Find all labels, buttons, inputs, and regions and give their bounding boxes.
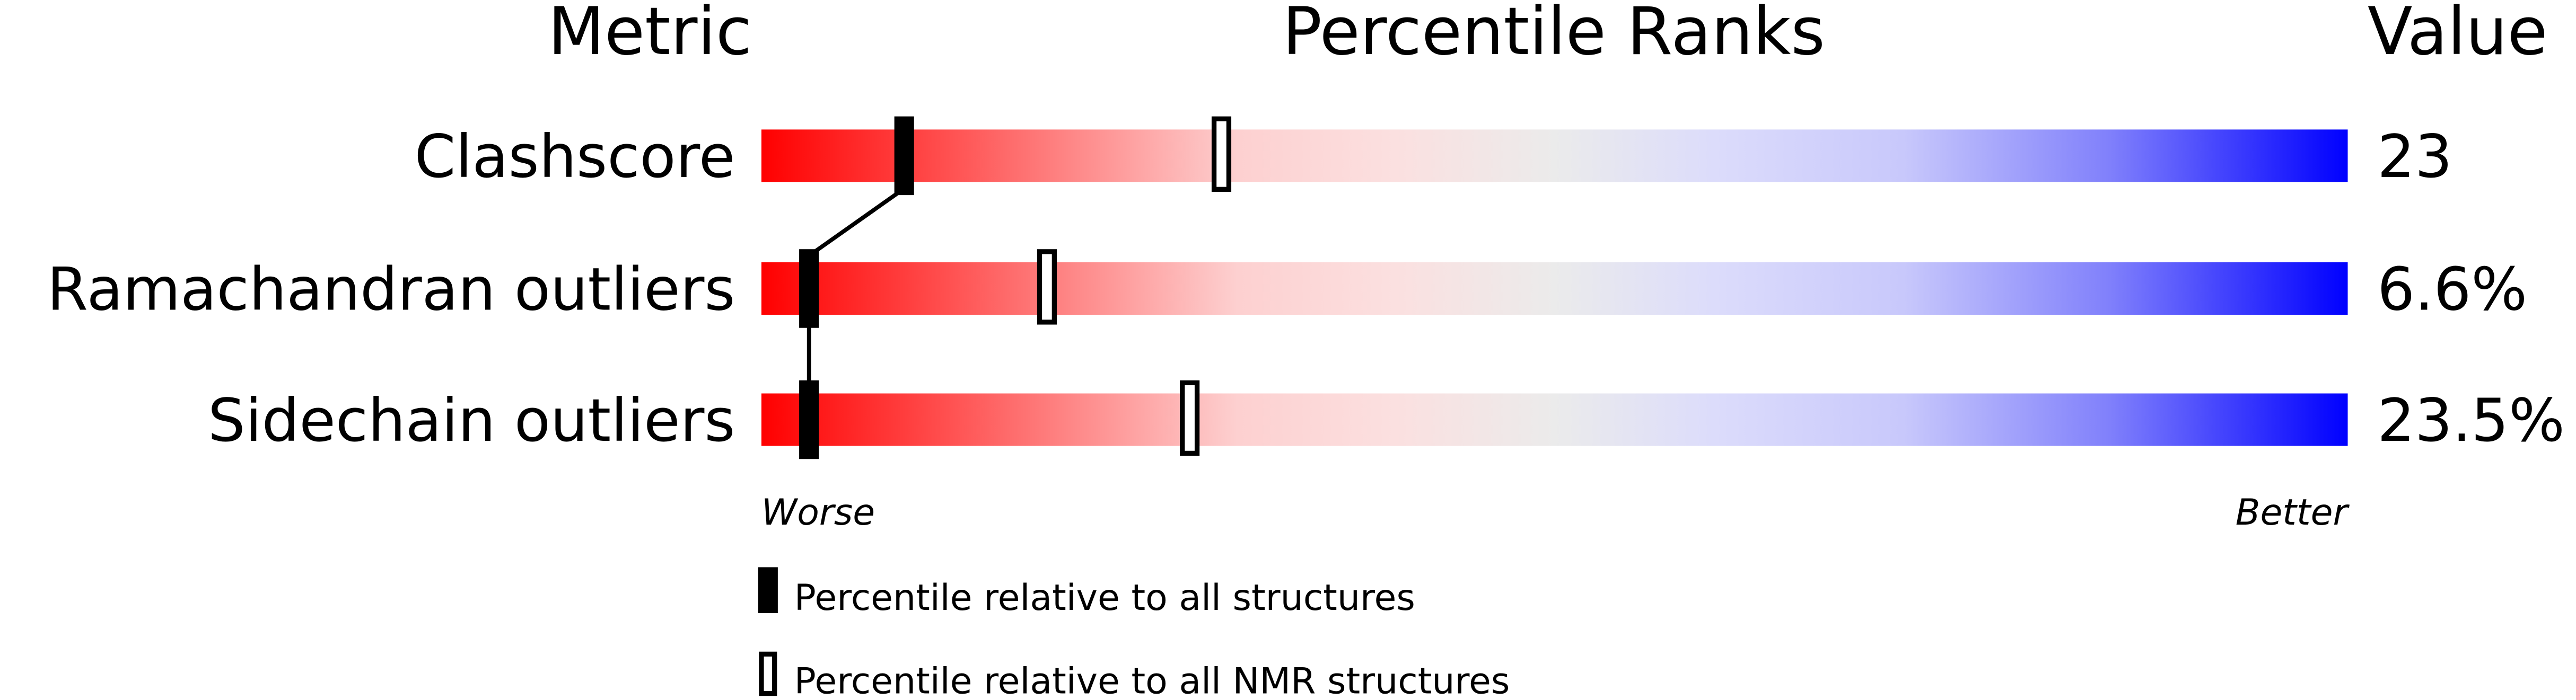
- nmr-percentile-marker: [1037, 249, 1057, 325]
- worse-label: Worse: [761, 492, 875, 534]
- percentile-bar: [761, 262, 2348, 315]
- all-percentile-marker: [894, 116, 914, 196]
- metric-value: 23: [2377, 123, 2452, 191]
- metric-label: Ramachandran outliers: [47, 256, 735, 324]
- metric-value: 6.6%: [2377, 256, 2527, 324]
- legend-all-label: Percentile relative to all structures: [794, 577, 1415, 619]
- metric-value: 23.5%: [2377, 387, 2565, 455]
- legend-nmr-label: Percentile relative to all NMR structure…: [794, 661, 1510, 700]
- percentile-bar: [761, 393, 2348, 446]
- legend-nmr-swatch: [759, 651, 777, 696]
- all-percentile-marker: [799, 249, 819, 328]
- percentile-ranks-header: Percentile Ranks: [1282, 0, 1825, 70]
- nmr-percentile-marker: [1180, 380, 1200, 456]
- nmr-percentile-marker: [1211, 116, 1232, 192]
- value-header: Value: [2368, 0, 2548, 70]
- better-label: Better: [2236, 492, 2350, 534]
- connector-line: [808, 187, 906, 258]
- metric-header: Metric: [548, 0, 752, 70]
- metric-label: Clashscore: [415, 123, 735, 191]
- all-percentile-marker: [799, 380, 819, 459]
- metric-label: Sidechain outliers: [208, 387, 735, 455]
- percentile-bar: [761, 129, 2348, 182]
- legend-all-swatch: [758, 567, 778, 614]
